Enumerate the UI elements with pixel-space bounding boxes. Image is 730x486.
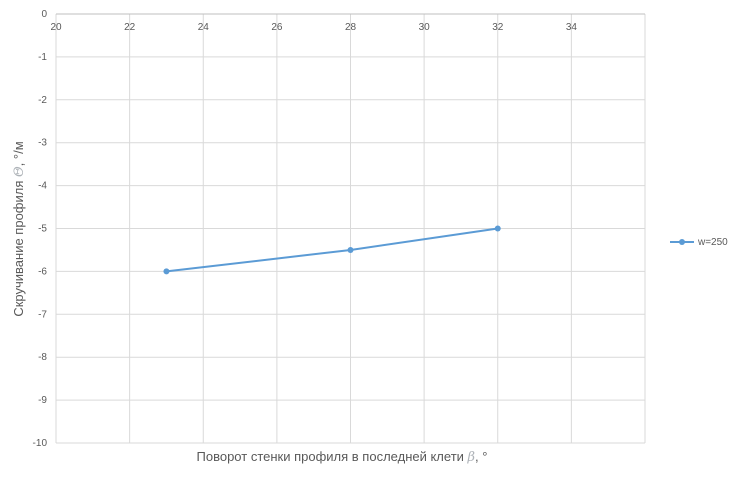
y-tick-label: -6	[38, 266, 47, 277]
y-axis-title: Скручивание профиля Θ, °/м	[11, 141, 27, 316]
data-point	[494, 225, 501, 232]
y-tick-label: -7	[38, 309, 47, 320]
x-tick-label: 34	[566, 22, 578, 33]
y-axis-unit: , °/м	[11, 141, 26, 166]
y-tick-label: 0	[41, 9, 47, 20]
x-tick-label: 26	[271, 22, 283, 33]
y-axis-title-text: Скручивание профиля	[11, 177, 26, 317]
y-tick-label: -4	[38, 181, 47, 192]
legend: w=250	[670, 237, 728, 248]
y-tick-label: -9	[38, 395, 47, 406]
grid	[55, 13, 646, 444]
y-tick-label: -3	[38, 138, 47, 149]
x-tick-label: 32	[492, 22, 504, 33]
legend-series-label: w=250	[697, 237, 728, 248]
series-layer	[163, 225, 501, 275]
x-tick-label: 30	[419, 22, 431, 33]
series-line	[166, 227, 498, 273]
x-axis-title: Поворот стенки профиля в последней клети…	[197, 449, 488, 465]
x-tick-label: 20	[50, 22, 62, 33]
x-axis-symbol: β	[467, 450, 476, 465]
legend-series-marker	[679, 239, 685, 245]
y-tick-label: -2	[38, 95, 47, 106]
x-tick-label: 24	[198, 22, 210, 33]
y-tick-label: -8	[38, 352, 47, 363]
x-axis-title-text: Поворот стенки профиля в последней клети	[197, 449, 468, 464]
x-tick-label: 28	[345, 22, 357, 33]
y-tick-label: -1	[38, 52, 47, 63]
y-tick-label: -10	[33, 438, 48, 449]
y-tick-label: -5	[38, 224, 47, 235]
data-point	[163, 268, 170, 275]
x-axis-unit: , °	[475, 449, 487, 464]
y-axis-symbol: Θ	[12, 166, 27, 177]
x-tick-label: 22	[124, 22, 136, 33]
axes: 20 22 24 26 28 30 32 34 0 -1 -2 -3 -4 -5 -6 -7 -8 -9 -10	[33, 9, 578, 449]
data-point	[347, 246, 354, 253]
